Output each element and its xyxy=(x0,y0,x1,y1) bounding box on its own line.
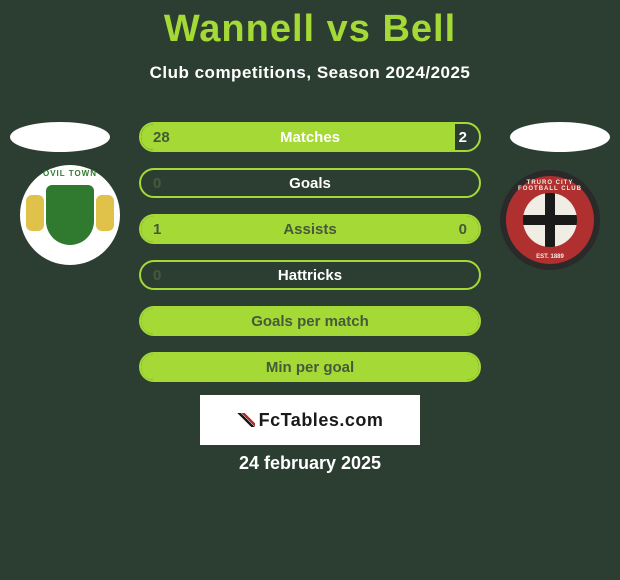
bar-label: Assists xyxy=(141,221,479,238)
page-title: Wannell vs Bell xyxy=(0,0,620,51)
crest-left: OVIL TOWN xyxy=(20,165,120,265)
page-subtitle: Club competitions, Season 2024/2025 xyxy=(0,63,620,83)
stat-bar: Goals per match xyxy=(139,306,481,336)
bar-value-right: 2 xyxy=(443,129,467,146)
crest-right-inner-icon xyxy=(523,193,577,247)
crest-left-text: OVIL TOWN xyxy=(20,169,120,178)
crest-left-lion-right xyxy=(96,195,114,231)
bar-label: Goals xyxy=(141,175,479,192)
fctables-icon xyxy=(237,413,255,427)
bar-label: Hattricks xyxy=(141,267,479,284)
stat-bar: Min per goal xyxy=(139,352,481,382)
bar-value-right: 0 xyxy=(443,221,467,238)
logo-text: FcTables.com xyxy=(259,410,384,431)
stat-bar: 28Matches2 xyxy=(139,122,481,152)
bar-label: Matches xyxy=(141,129,479,146)
crest-left-shield xyxy=(46,185,94,245)
stat-bar: 0Hattricks xyxy=(139,260,481,290)
logo-box: FcTables.com xyxy=(200,395,420,445)
crest-right: TRURO CITY FOOTBALL CLUB EST. 1889 xyxy=(500,170,600,270)
crest-right-text-top: TRURO CITY FOOTBALL CLUB xyxy=(506,180,594,192)
crest-right-text-bottom: EST. 1889 xyxy=(506,254,594,260)
bar-label: Goals per match xyxy=(141,313,479,330)
bar-label: Min per goal xyxy=(141,359,479,376)
stat-bar: 1Assists0 xyxy=(139,214,481,244)
stat-bars: 28Matches20Goals1Assists00HattricksGoals… xyxy=(139,122,481,398)
crest-left-lion-left xyxy=(26,195,44,231)
badge-right-ellipse xyxy=(510,122,610,152)
stat-bar: 0Goals xyxy=(139,168,481,198)
badge-left-ellipse xyxy=(10,122,110,152)
page-date: 24 february 2025 xyxy=(0,453,620,474)
